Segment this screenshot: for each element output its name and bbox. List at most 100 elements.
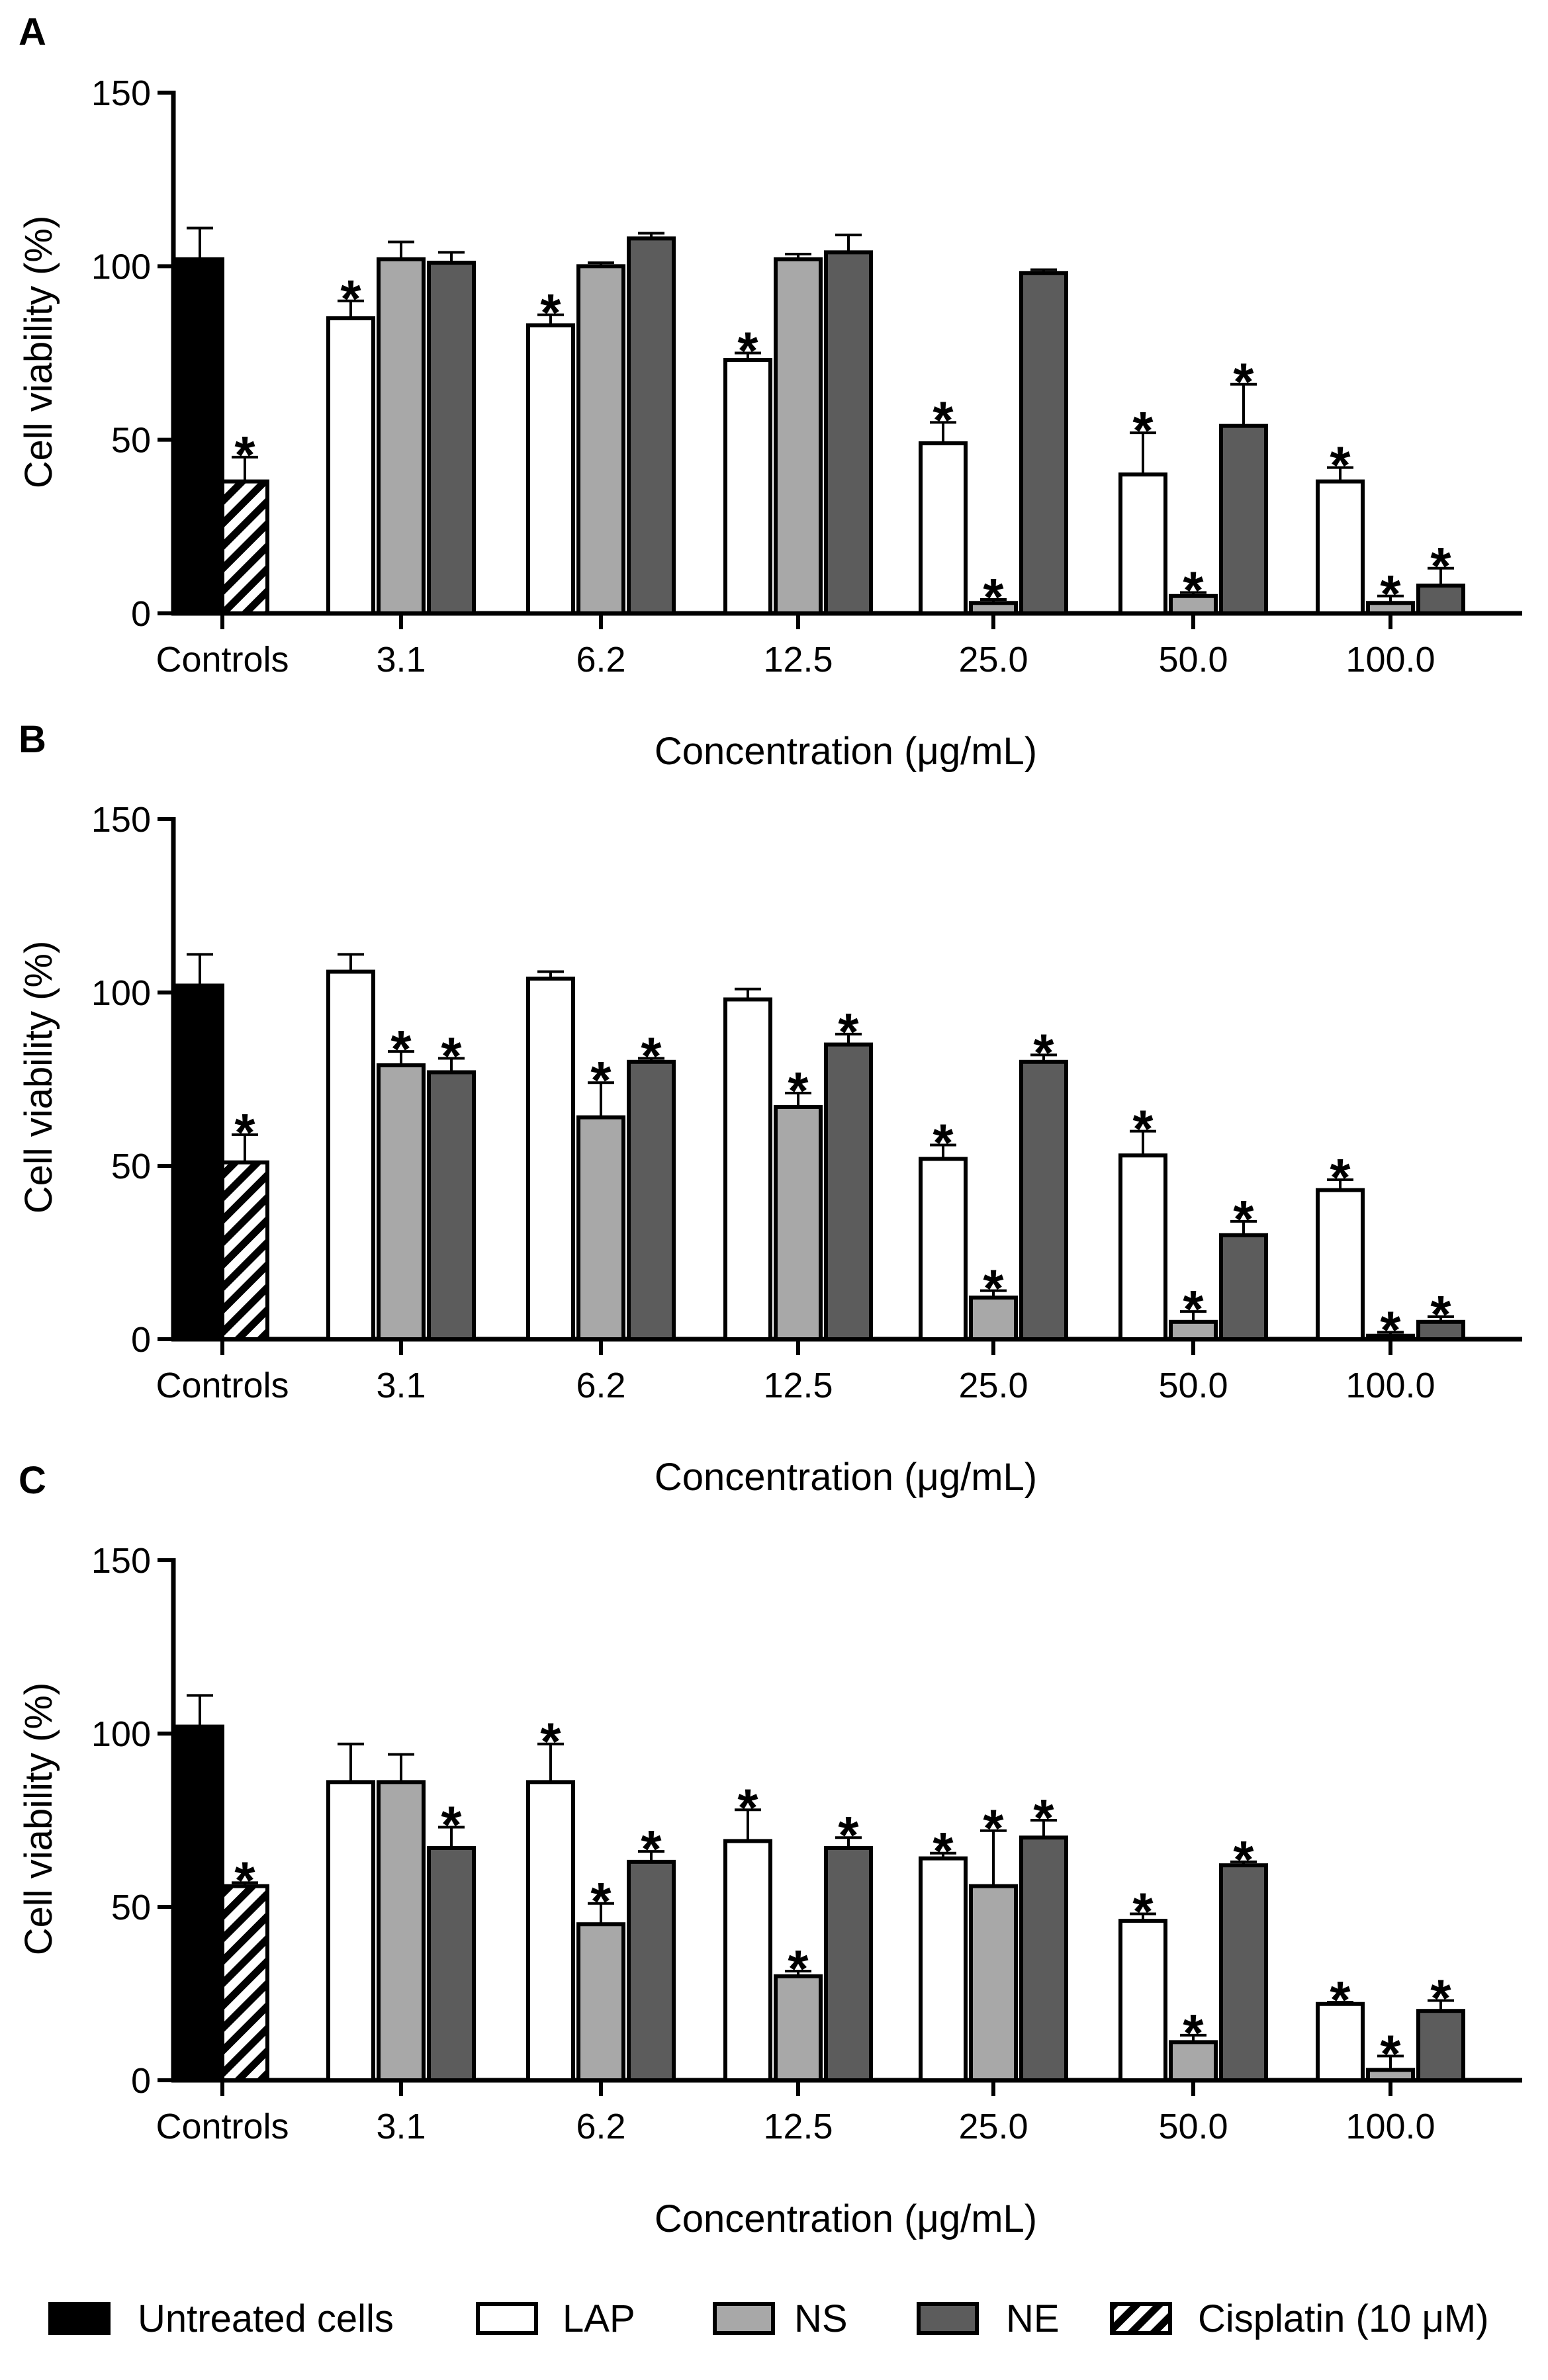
- panel-b-ne-50.0-bar: [1219, 1233, 1268, 1342]
- panel-c-ne-100.0-significance-star: *: [1430, 1968, 1451, 2027]
- panel-c-ns-12.5-bar: [774, 1974, 823, 2083]
- panel-b-ns-6.2-bar: [576, 1115, 625, 1341]
- panel-a-lap-25.0-significance-star: *: [933, 390, 954, 449]
- panel-c-lap-12.5-significance-star: *: [737, 1778, 758, 1837]
- panel-c-lap-3.1-bar: [326, 1780, 375, 2083]
- panel-b-lap-12.5-bar: [723, 997, 772, 1341]
- panel-c-x-tick-label: 3.1: [376, 2107, 426, 2146]
- panel-label-b: B: [19, 718, 46, 761]
- panel-a-controls-untreated-bar: [175, 257, 224, 615]
- panel-a-lap-3.1-bar: [326, 316, 375, 615]
- panel-a-ne-50.0-bar: [1219, 423, 1268, 615]
- panel-c-ne-100.0-bar: [1416, 2009, 1465, 2082]
- panel-c-ns-3.1-bar: [377, 1780, 426, 2083]
- panel-a-x-tick-label: Controls: [156, 640, 289, 680]
- panel-a-ns-100.0-significance-star: *: [1380, 564, 1401, 623]
- panel-c-y-tick-label: 0: [131, 2061, 151, 2101]
- panel-b-lap-25.0-significance-star: *: [933, 1114, 954, 1172]
- panel-a-ne-6.2-bar: [627, 236, 676, 615]
- panel-b-ne-12.5-significance-star: *: [838, 1002, 859, 1061]
- panel-c-ns-12.5-significance-star: *: [788, 1939, 809, 1998]
- legend-label-untreated: Untreated cells: [138, 2297, 394, 2340]
- panel-c-ne-3.1-bar: [427, 1845, 476, 2082]
- panel-c: C 0 50 100 150 * * * * * * * * * * * * * * * * * Controls 3.1 6…: [17, 1459, 1522, 2240]
- panel-b-ne-12.5-bar: [824, 1042, 873, 1341]
- panel-b-ne-3.1-significance-star: *: [441, 1027, 462, 1086]
- legend-label-ns: NS: [794, 2297, 848, 2340]
- panel-b-x-tick-label: Controls: [156, 1366, 289, 1405]
- panel-c-x-tick-label: 50.0: [1158, 2107, 1228, 2146]
- legend-swatch-lap: [476, 2302, 538, 2335]
- panel-c-x-axis-title: Concentration (μg/mL): [655, 2197, 1037, 2240]
- panel-b-x-tick-label: 25.0: [958, 1366, 1028, 1405]
- panel-b-y-tick-label: 100: [91, 973, 151, 1013]
- panel-a-lap-12.5-bar: [723, 357, 772, 615]
- legend-swatch-ns: [713, 2302, 775, 2335]
- panel-c-ns-50.0-significance-star: *: [1183, 2004, 1204, 2062]
- panel-a-ne-50.0-significance-star: *: [1233, 353, 1254, 412]
- panel-b-x-tick-label: 6.2: [576, 1366, 625, 1405]
- panel-b-ne-50.0-significance-star: *: [1233, 1190, 1254, 1249]
- panel-c-ns-25.0-bar: [969, 1884, 1018, 2083]
- panel-c-ne-25.0-significance-star: *: [1033, 1788, 1054, 1847]
- panel-c-controls-untreated-bar: [175, 1724, 224, 2082]
- panel-a-x-tick-label: 100.0: [1345, 640, 1435, 680]
- panel-a-controls-cisplatin-bar: [220, 479, 269, 615]
- legend-label-lap: LAP: [563, 2297, 635, 2340]
- panel-b-lap-50.0-bar: [1118, 1153, 1167, 1342]
- panel-b-ns-3.1-significance-star: *: [390, 1020, 412, 1079]
- panel-b-ne-3.1-bar: [427, 1070, 476, 1342]
- panel-a-lap-3.1-significance-star: *: [340, 269, 361, 328]
- legend-label-cisplatin: Cisplatin (10 μM): [1198, 2297, 1489, 2340]
- panel-b-ns-12.5-bar: [774, 1104, 823, 1342]
- panel-c-lap-25.0-significance-star: *: [933, 1822, 954, 1880]
- legend-swatch-cisplatin: [1110, 2302, 1172, 2335]
- panel-b-ns-25.0-significance-star: *: [983, 1259, 1004, 1318]
- panel-b-lap-50.0-significance-star: *: [1132, 1100, 1154, 1159]
- panel-a-x-tick-label: 25.0: [958, 640, 1028, 680]
- panel-a-ne-12.5-bar: [824, 250, 873, 615]
- panel-b-controls-cisplatin-bar: [220, 1160, 269, 1341]
- panel-b-y-tick-label: 150: [91, 800, 151, 840]
- panel-b-ns-3.1-bar: [377, 1063, 426, 1342]
- panel-c-y-tick-label: 50: [111, 1888, 151, 1927]
- panel-a-ne-3.1-bar: [427, 261, 476, 615]
- panel-a-controls-cisplatin-significance-star: *: [234, 425, 255, 484]
- panel-b-y-tick-label: 0: [131, 1320, 151, 1360]
- panel-b-lap-6.2-bar: [526, 977, 575, 1342]
- panel-a-y-tick-label: 0: [131, 594, 151, 634]
- panel-c-plot: 0 50 100 150 * * * * * * * * * * * * * * * * * Controls 3.1 6.2…: [91, 1541, 1522, 2146]
- panel-b-lap-100.0-significance-star: *: [1330, 1148, 1351, 1207]
- panel-a-lap-6.2-bar: [526, 323, 575, 615]
- panel-b-ne-25.0-bar: [1019, 1059, 1068, 1342]
- panel-c-ne-6.2-significance-star: *: [641, 1820, 662, 1878]
- panel-c-ne-50.0-significance-star: *: [1233, 1830, 1254, 1889]
- panel-c-x-tick-label: 6.2: [576, 2107, 625, 2146]
- panel-a-ne-100.0-significance-star: *: [1430, 537, 1451, 595]
- panel-c-lap-100.0-significance-star: *: [1330, 1970, 1351, 2029]
- panel-b-y-tick-label: 50: [111, 1147, 151, 1186]
- panel-a-y-tick-label: 50: [111, 421, 151, 461]
- panel-c-y-tick-label: 100: [91, 1714, 151, 1754]
- panel-a-x-tick-label: 50.0: [1158, 640, 1228, 680]
- panel-a-lap-25.0-bar: [919, 441, 968, 615]
- panel-label-a: A: [19, 11, 46, 54]
- panel-c-lap-50.0-bar: [1118, 1918, 1167, 2082]
- panel-c-ne-12.5-bar: [824, 1845, 873, 2082]
- panel-c-ns-6.2-significance-star: *: [590, 1872, 612, 1931]
- panel-c-ns-25.0-significance-star: *: [983, 1799, 1004, 1858]
- panel-a-x-tick-label: 3.1: [376, 640, 426, 680]
- panel-label-c: C: [19, 1459, 46, 1502]
- panel-b-x-axis-title: Concentration (μg/mL): [655, 1456, 1037, 1499]
- panel-c-lap-6.2-bar: [526, 1780, 575, 2083]
- panel-c-lap-25.0-bar: [919, 1856, 968, 2082]
- panel-b-ne-100.0-significance-star: *: [1430, 1285, 1451, 1344]
- panel-c-ns-50.0-bar: [1169, 2040, 1218, 2083]
- panel-b-x-tick-label: 3.1: [376, 1366, 426, 1405]
- panel-a-x-tick-label: 6.2: [576, 640, 625, 680]
- panel-c-y-tick-label: 150: [91, 1541, 151, 1581]
- panel-b-controls-untreated-bar: [175, 983, 224, 1341]
- panel-b-ns-12.5-significance-star: *: [788, 1061, 809, 1120]
